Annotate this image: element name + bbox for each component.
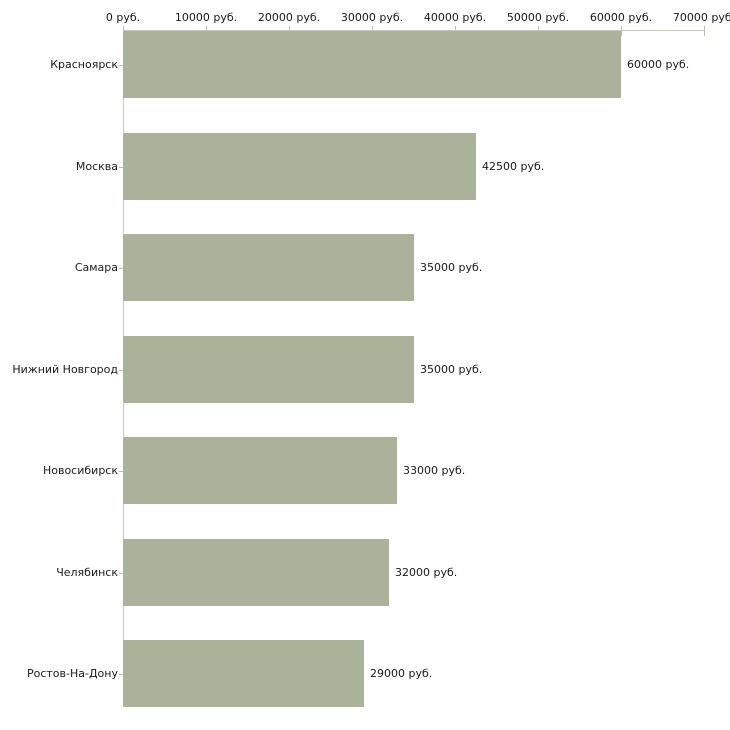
bar <box>123 539 389 606</box>
x-axis-tick-label: 30000 руб. <box>340 11 404 24</box>
bar-value-label: 60000 руб. <box>627 58 690 71</box>
x-axis-tick <box>704 26 705 36</box>
bar <box>123 640 364 707</box>
x-axis-tick <box>621 26 622 36</box>
bar-value-label: 32000 руб. <box>395 566 458 579</box>
category-label: Челябинск <box>56 566 118 579</box>
category-label: Нижний Новгород <box>12 363 118 376</box>
x-axis-tick-label: 50000 руб. <box>506 11 570 24</box>
y-axis-tick <box>119 573 123 574</box>
bar-value-label: 29000 руб. <box>370 667 433 680</box>
category-label: Новосибирск <box>42 464 118 477</box>
x-axis-tick-label: 10000 руб. <box>174 11 238 24</box>
bar-value-label: 35000 руб. <box>420 363 483 376</box>
x-axis-line <box>123 30 704 31</box>
x-axis-tick-label: 20000 руб. <box>257 11 321 24</box>
bar-value-label: 33000 руб. <box>403 464 466 477</box>
category-label: Москва <box>75 160 118 173</box>
bar-value-label: 35000 руб. <box>420 261 483 274</box>
category-label: Ростов-На-Дону <box>26 667 118 680</box>
y-axis-tick <box>119 370 123 371</box>
bar <box>123 437 397 504</box>
x-axis-tick-label: 40000 руб. <box>423 11 487 24</box>
bar <box>123 133 476 200</box>
x-axis-tick-label: 60000 руб. <box>589 11 653 24</box>
category-label: Самара <box>74 261 118 274</box>
bar <box>123 336 414 403</box>
y-axis-tick <box>119 268 123 269</box>
y-axis-tick <box>119 674 123 675</box>
bar <box>123 234 414 301</box>
x-axis-tick-label: 0 руб. <box>105 11 141 24</box>
bar-value-label: 42500 руб. <box>482 160 545 173</box>
y-axis-tick <box>119 471 123 472</box>
y-axis-tick <box>119 167 123 168</box>
category-label: Красноярск <box>50 58 118 71</box>
bar <box>123 31 621 98</box>
x-axis-tick-label: 70000 руб. <box>672 11 730 24</box>
y-axis-tick <box>119 65 123 66</box>
